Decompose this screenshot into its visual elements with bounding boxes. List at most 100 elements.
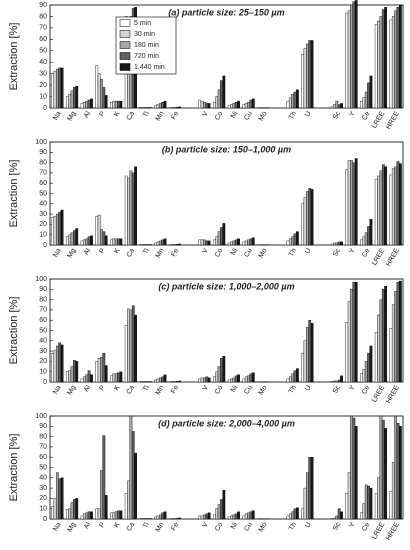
bar (389, 174, 393, 246)
x-tick-label: Mg (66, 521, 77, 533)
bar (95, 508, 99, 520)
bar (198, 99, 202, 109)
bar (97, 508, 101, 520)
bar (352, 162, 356, 246)
y-tick-label: 90 (39, 149, 47, 156)
bar (90, 235, 93, 246)
x-tick-label: Cu (243, 384, 254, 395)
y-tick-label: 30 (39, 71, 47, 78)
bar (139, 244, 143, 246)
bar (362, 236, 366, 246)
x-tick-label: Co (214, 110, 225, 121)
legend-swatch (119, 30, 131, 38)
bar (139, 518, 143, 520)
y-tick-label: 10 (39, 369, 47, 376)
x-tick-label: LREE (371, 384, 386, 404)
bar (131, 305, 135, 383)
x-tick-label: Al (83, 110, 92, 119)
bar (87, 370, 91, 383)
bar (117, 510, 120, 520)
bar (154, 105, 157, 109)
bar (286, 515, 290, 520)
y-tick-label: 80 (39, 13, 47, 20)
legend-label: 720 min (134, 53, 159, 60)
bar (296, 368, 299, 383)
bar (119, 238, 123, 246)
y-tick-label: 60 (39, 36, 47, 43)
y-tick-label: 0 (43, 242, 47, 249)
bar (175, 106, 179, 109)
y-tick-label: 70 (39, 25, 47, 32)
bar (230, 515, 233, 520)
bar (97, 73, 101, 109)
bar (55, 213, 59, 246)
bar (389, 19, 393, 109)
bar (340, 241, 343, 246)
bar (75, 228, 79, 246)
x-tick-label: K (113, 521, 122, 529)
bar (354, 426, 358, 520)
bar (335, 100, 339, 109)
bar (163, 238, 167, 246)
y-axis-label: Extraction [%] (8, 434, 20, 502)
x-tick-label: Th (288, 110, 298, 121)
bar (220, 80, 223, 109)
bar (175, 380, 179, 383)
bar (230, 378, 233, 383)
bar (251, 372, 255, 383)
bar (237, 374, 240, 383)
bar (171, 107, 175, 109)
bar (232, 240, 236, 246)
bar (68, 234, 72, 246)
bar (230, 104, 233, 109)
bar (369, 487, 373, 520)
x-tick-label: LREE (371, 110, 386, 130)
bar (301, 203, 305, 246)
bar (381, 164, 385, 246)
bar (87, 511, 91, 520)
x-tick-label: Fe (170, 521, 180, 532)
bar (384, 286, 388, 383)
bar (161, 239, 165, 246)
x-tick-label: V (201, 384, 210, 392)
bar (80, 515, 84, 520)
bar (102, 435, 106, 520)
bar (384, 166, 388, 246)
x-tick-label: Mg (66, 110, 77, 122)
bar (173, 518, 177, 520)
x-tick-label: Sc (332, 110, 342, 121)
bar (163, 100, 167, 109)
bar (60, 477, 64, 520)
bar (377, 175, 380, 246)
bar (171, 244, 175, 246)
bar (154, 379, 157, 383)
bar (330, 381, 334, 383)
x-tick-label: Co (214, 384, 225, 395)
bar (350, 160, 353, 246)
bar (374, 178, 378, 246)
bar (141, 381, 145, 383)
legend-swatch (119, 19, 131, 27)
bar (198, 515, 202, 520)
bar (347, 160, 351, 246)
plot-frame (49, 4, 404, 109)
bar (396, 281, 400, 383)
bar (73, 230, 76, 246)
x-tick-label: U (304, 110, 313, 118)
bar (124, 493, 128, 520)
x-tick-label: Ni (230, 110, 240, 120)
bar (163, 374, 167, 383)
bar (293, 370, 297, 383)
bar (158, 103, 162, 109)
y-tick-label: 90 (39, 423, 47, 430)
bar (161, 376, 165, 383)
x-tick-label: Ni (230, 247, 240, 257)
x-tick-label: Mn (155, 110, 166, 122)
bar (251, 510, 255, 520)
bar (310, 323, 314, 383)
bar (131, 431, 135, 520)
bar (53, 215, 57, 246)
bar (110, 102, 113, 109)
bar (230, 241, 233, 246)
